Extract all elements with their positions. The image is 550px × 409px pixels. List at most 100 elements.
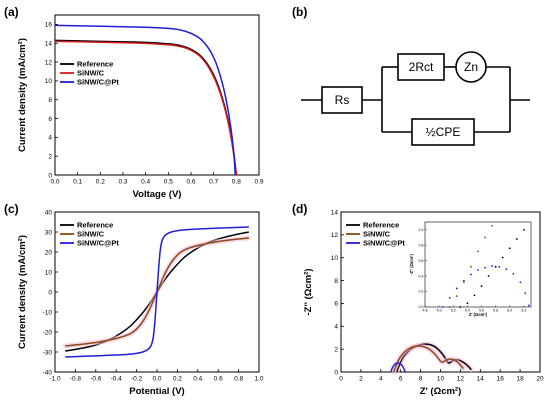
chart-a-ytick-label: 8 (48, 97, 52, 104)
chart-a-ytick-label: 10 (45, 78, 53, 85)
chart-d-ytick-label: 10 (331, 255, 339, 262)
chart-c-ytick-label: 0 (48, 289, 52, 296)
chart-a: 0.0 0.1 0.2 0.3 0.4 0.5 0.6 0.7 0.8 0.9 0 2 4 6 8 10 12 1… (17, 14, 264, 200)
chart-a-legend-label: SiNW/C (77, 69, 105, 78)
chart-a-xtick-label: 0.6 (186, 179, 195, 186)
chart-d-inset-point (462, 281, 465, 284)
chart-d-inset-xlabel: Z' (Ωcm²) (469, 312, 488, 317)
chart-d-xtick-label: 14 (477, 376, 485, 383)
chart-c-xtick-label: -0.2 (131, 376, 143, 383)
chart-d-ytick-label: 8 (334, 278, 338, 285)
chart-c-xtick-label: -0.6 (90, 376, 102, 383)
chart-a-legend-label: Reference (77, 60, 113, 69)
chart-d-inset-xtick-label: 4.8 (423, 309, 428, 313)
chart-d-xtick-label: 2 (359, 376, 363, 383)
chart-d-xtick-label: 8 (419, 376, 423, 383)
chart-a-xlabel: Voltage (V) (133, 189, 182, 200)
chart-a-xtick-label: 0.7 (209, 179, 218, 186)
chart-d-legend-label: SiNW/C (363, 230, 391, 239)
panel-label-b: (b) (292, 5, 307, 19)
chart-d-inset-point (470, 273, 472, 276)
chart-c-xtick-label: 0.6 (214, 376, 223, 383)
chart-d-xtick-label: 6 (399, 376, 403, 383)
chart-a-xtick-label: 0.1 (73, 179, 82, 186)
chart-a-ylabel: Current density (mA/cm²) (17, 38, 28, 152)
chart-d-xtick-label: 10 (437, 376, 445, 383)
chart-c-ytick-label: 20 (45, 249, 53, 256)
chart-d-ytick-label: 14 (331, 209, 339, 216)
chart-c-ytick-label: 30 (45, 229, 53, 236)
rct-label: 2Rct (409, 60, 434, 74)
chart-d-inset-point (527, 304, 530, 307)
chart-d-xtick-label: 18 (516, 376, 524, 383)
chart-d-ytick-label: 2 (334, 346, 338, 353)
rct-box (397, 53, 445, 81)
chart-d-inset-ytick-label: 0.2 (419, 290, 424, 294)
chart-d-xtick-label: 0 (339, 376, 343, 383)
chart-a-ytick-label: 12 (45, 59, 53, 66)
chart-d-inset-point (477, 269, 479, 271)
chart-d-legend-label: SiNW/C@Pt (363, 239, 405, 248)
chart-d-inset-point (441, 306, 444, 308)
panel-label-c: (c) (4, 202, 19, 216)
chart-d-xlabel: Z' (Ωcm²) (420, 386, 462, 397)
chart-d-inset-ytick-label: 0.8 (419, 243, 424, 247)
chart-d-xtick-label: 20 (536, 376, 544, 383)
panel-label-a: (a) (4, 5, 19, 19)
chart-d-ytick-label: 6 (334, 301, 338, 308)
chart-d-inset-xtick-label: 5.2 (451, 309, 456, 313)
chart-a-xtick-label: 0.3 (118, 179, 127, 186)
chart-d-inset-point (470, 265, 472, 268)
chart-a-xtick-label: 0.9 (254, 179, 263, 186)
chart-c-xlabel: Potential (V) (129, 386, 184, 397)
chart-d-inset-point (508, 247, 511, 250)
chart-d-xtick-label: 12 (457, 376, 465, 383)
chart-d-inset-point (459, 306, 462, 308)
chart-d-inset-xtick-label: 5.4 (465, 309, 470, 313)
chart-d-inset-ytick-label: 0.0 (419, 305, 424, 309)
chart-a-ytick-label: 6 (48, 116, 52, 123)
chart-c-ytick-label: -40 (43, 369, 53, 376)
chart-d-inset-point (484, 266, 486, 269)
chart-c-xtick-label: -1.0 (49, 376, 61, 383)
cpe-label: ½CPE (426, 125, 461, 139)
zn-label: Zn (464, 60, 478, 74)
cpe-box (411, 118, 475, 146)
chart-d-inset-point (524, 292, 527, 294)
chart-d-inset-ytick-label: 1.0 (419, 228, 424, 232)
chart-a-series-line-2 (54, 24, 236, 176)
chart-a-ytick-label: 4 (48, 135, 52, 142)
chart-d-inset-point (519, 281, 522, 284)
chart-a-ytick-label: 2 (48, 153, 52, 160)
chart-a-ytick-label: 14 (45, 41, 53, 48)
chart-d-inset-point (494, 265, 497, 268)
chart-d-xtick-label: 4 (379, 376, 383, 383)
chart-d-inset-point (505, 268, 508, 271)
chart-c-xtick-label: -0.4 (111, 376, 123, 383)
chart-d-inset-point (484, 236, 486, 239)
chart-d-inset-point (473, 294, 476, 297)
chart-d-inset-point (448, 296, 451, 299)
chart-a-xtick-label: 0.4 (141, 179, 150, 186)
chart-d-inset-xtick-label: 6.0 (507, 309, 512, 313)
chart-d-inset-point (480, 285, 483, 288)
chart-d-xtick-label: 16 (497, 376, 505, 383)
chart-d-inset-point (477, 250, 479, 253)
chart-c-legend-label: SiNW/C (77, 230, 105, 239)
chart-d-inset-xtick-label: 5.6 (479, 309, 484, 313)
rs-label: Rs (335, 93, 350, 107)
chart-d-ytick-label: 4 (334, 324, 338, 331)
chart-a-xtick-label: 0.5 (164, 179, 173, 186)
chart-d-ylabel: -Z'' (Ωcm²) (303, 269, 314, 316)
chart-a-ytick-label: 0 (48, 172, 52, 179)
chart-d-inset-point (491, 224, 494, 227)
chart-d-inset-xtick-label: 6.2 (521, 309, 526, 313)
chart-d-inset-point (466, 302, 469, 305)
chart-c-xtick-label: 0.0 (152, 376, 161, 383)
chart-d-inset-point (487, 275, 490, 277)
chart-d-ytick-label: 0 (334, 369, 338, 376)
chart-c: -1.0 -0.8 -0.6 -0.4 -0.2 0.0 0.2 0.4 0.6 0.8 1.0 -4… (17, 209, 264, 397)
chart-a-xtick-label: 0.2 (96, 179, 105, 186)
chart-c-xtick-label: 0.8 (234, 376, 243, 383)
